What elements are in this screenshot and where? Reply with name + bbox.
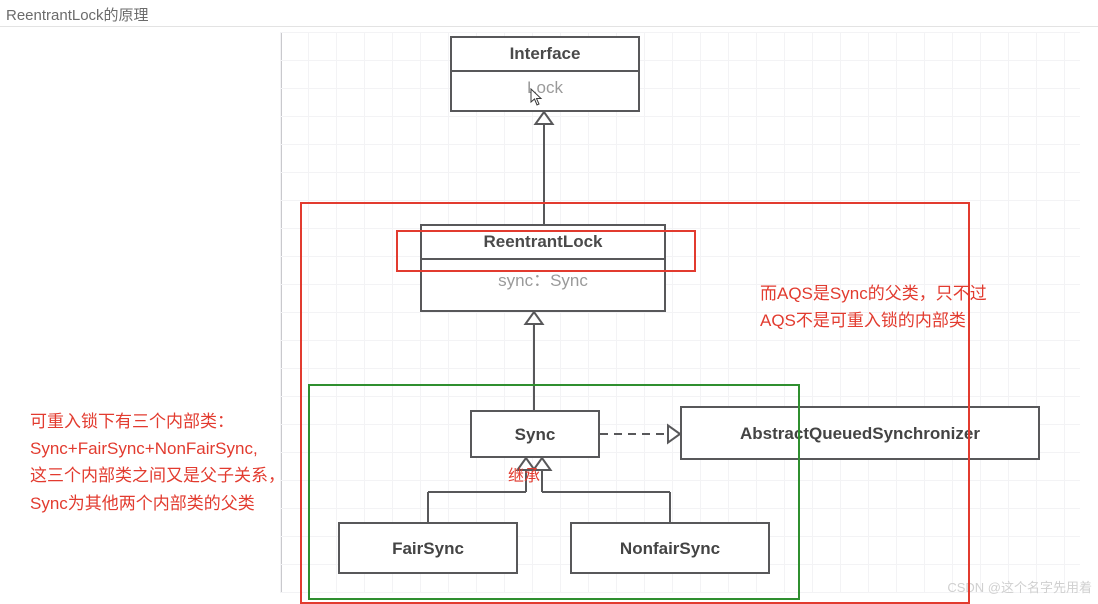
node-nonfair: NonfairSync (570, 522, 770, 574)
page-title: ReentrantLock的原理 (6, 4, 149, 25)
annotation-inherit_label: 继承 (508, 462, 540, 486)
node-sync: Sync (470, 410, 600, 458)
node-aqs: AbstractQueuedSynchronizer (680, 406, 1040, 460)
node-reentrant-header: ReentrantLock (422, 226, 664, 258)
node-interface: InterfaceLock (450, 36, 640, 112)
diagram-canvas: InterfaceLock ReentrantLocksync：Sync Sync A… (280, 32, 1080, 592)
node-fair-label: FairSync (340, 524, 516, 574)
node-interface-header: Interface (452, 38, 638, 70)
node-reentrant-body: sync：Sync (422, 258, 664, 297)
node-interface-body: Lock (452, 70, 638, 104)
node-sync-label: Sync (472, 412, 598, 458)
node-reentrant: ReentrantLocksync：Sync (420, 224, 666, 312)
node-nonfair-label: NonfairSync (572, 524, 768, 574)
title-rule (0, 26, 1098, 27)
node-fair: FairSync (338, 522, 518, 574)
annotation-left_block: 可重入锁下有三个内部类： Sync+FairSync+NonFairSync, … (30, 408, 285, 517)
node-aqs-label: AbstractQueuedSynchronizer (682, 408, 1038, 460)
annotation-right_block: 而AQS是Sync的父类，只不过 AQS不是可重入锁的内部类 (760, 280, 987, 334)
